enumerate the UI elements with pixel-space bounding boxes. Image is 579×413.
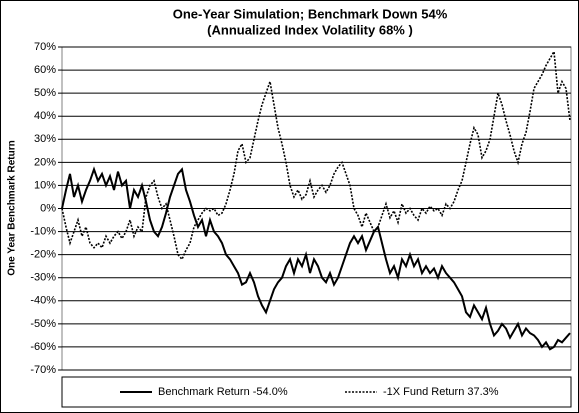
legend-label: -1X Fund Return 37.3%	[383, 386, 499, 398]
y-tick-label: -10%	[30, 225, 56, 237]
legend-label: Benchmark Return -54.0%	[158, 386, 288, 398]
y-tick-label: 50%	[34, 87, 56, 99]
y-tick-label: 70%	[34, 41, 56, 53]
y-tick-label: -60%	[30, 341, 56, 353]
y-tick-label: -40%	[30, 295, 56, 307]
series-line	[61, 49, 571, 261]
chart-subtitle: (Annualized Index Volatility 68% )	[207, 22, 413, 37]
y-tick-label: 60%	[34, 64, 56, 76]
y-tick-label: -70%	[30, 364, 56, 376]
chart-title: One-Year Simulation; Benchmark Down 54%	[173, 6, 448, 21]
y-tick-label: -50%	[30, 318, 56, 330]
y-axis-title: One Year Benchmark Return	[7, 140, 18, 275]
y-tick-label: 30%	[34, 133, 56, 145]
y-tick-label: 40%	[34, 110, 56, 122]
series-line	[61, 166, 571, 351]
y-tick-label: -20%	[30, 249, 56, 261]
y-tick-label: 10%	[34, 179, 56, 191]
y-tick-label: 0%	[40, 202, 56, 214]
y-tick-label: 20%	[34, 156, 56, 168]
y-tick-label: -30%	[30, 272, 56, 284]
